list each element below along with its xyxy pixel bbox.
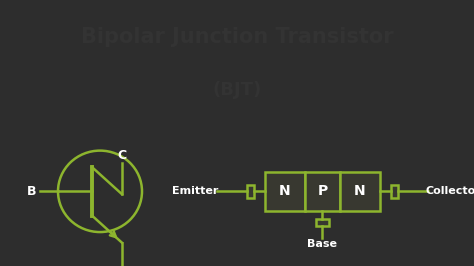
Text: P: P <box>318 184 328 198</box>
Text: C: C <box>118 149 127 162</box>
Bar <box>247 185 254 198</box>
Bar <box>265 172 305 211</box>
Text: (BJT): (BJT) <box>212 81 262 99</box>
Text: B: B <box>27 185 37 198</box>
Text: Emitter: Emitter <box>172 186 218 196</box>
Text: N: N <box>279 184 291 198</box>
Text: N: N <box>354 184 366 198</box>
Text: Base: Base <box>308 239 337 249</box>
Bar <box>340 172 380 211</box>
Text: Collector: Collector <box>425 186 474 196</box>
Text: Bipolar Junction Transistor: Bipolar Junction Transistor <box>81 27 393 47</box>
Bar <box>316 219 329 226</box>
Bar <box>391 185 398 198</box>
Bar <box>305 172 340 211</box>
